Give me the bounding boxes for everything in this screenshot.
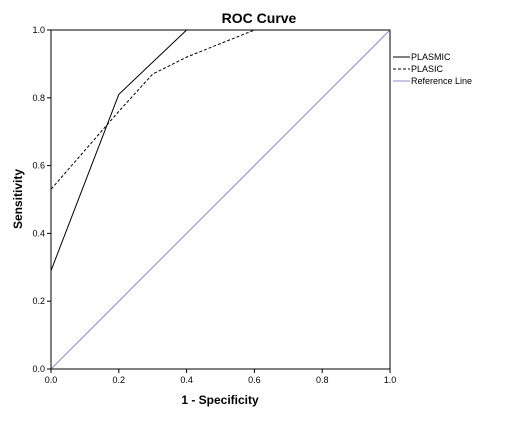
- legend-label: Reference Line: [411, 76, 472, 86]
- y-tick-label: 0.6: [32, 161, 45, 171]
- x-tick-label: 1.0: [384, 375, 397, 385]
- x-tick-label: 0.2: [113, 375, 126, 385]
- series-line-reference-line: [50, 29, 391, 370]
- legend: PLASMIC PLASIC Reference Line: [393, 52, 472, 86]
- y-tick-label: 1.0: [32, 25, 45, 35]
- series-line-plasic: [50, 29, 390, 369]
- legend-label: PLASIC: [411, 64, 444, 74]
- x-tick-label: 0.0: [45, 375, 58, 385]
- ticks-layer: 0.0 0.2 0.4 0.6 0.8 1.0 0.0 0.2 0.4 0.6 0.8 1.0: [32, 25, 396, 385]
- y-tick-label: 0.4: [32, 228, 45, 238]
- x-tick-label: 0.6: [248, 375, 261, 385]
- series-line-plasmic: [50, 29, 390, 369]
- y-tick-label: 0.2: [32, 296, 45, 306]
- series-layer: [50, 29, 391, 370]
- x-tick-label: 0.8: [316, 375, 329, 385]
- y-tick-label: 0.0: [32, 364, 45, 374]
- legend-label: PLASMIC: [411, 52, 451, 62]
- chart-title: ROC Curve: [222, 10, 297, 26]
- x-tick-label: 0.4: [180, 375, 193, 385]
- y-tick-label: 0.8: [32, 93, 45, 103]
- y-axis-label: Sensitivity: [11, 169, 25, 229]
- x-axis-label: 1 - Specificity: [181, 393, 259, 407]
